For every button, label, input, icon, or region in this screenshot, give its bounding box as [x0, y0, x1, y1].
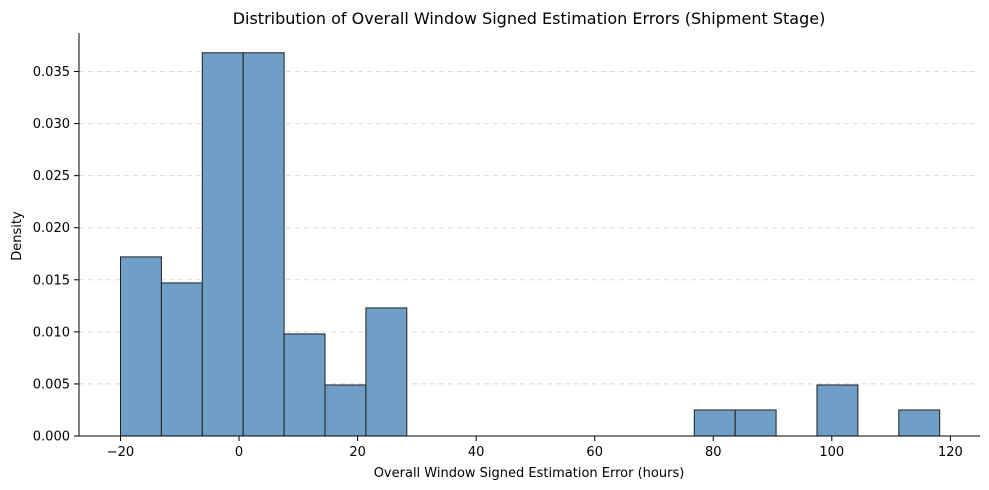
histogram-bar — [283, 333, 326, 437]
y-tick-label: 0.020 — [33, 221, 70, 236]
histogram-bar — [898, 409, 941, 437]
y-tick-label: 0.035 — [33, 65, 70, 80]
histogram-bar — [119, 256, 162, 437]
x-axis-ticks: −20 0 20 40 60 80 100 120 — [107, 436, 963, 460]
y-axis-label: Density — [10, 211, 25, 261]
x-axis-label: Overall Window Signed Estimation Error (… — [374, 466, 685, 481]
x-tick-label: 20 — [349, 445, 366, 460]
x-tick-label: 120 — [938, 445, 963, 460]
x-tick-label: −20 — [107, 445, 134, 460]
x-tick-label: 0 — [235, 445, 243, 460]
x-tick-label: 60 — [586, 445, 603, 460]
chart-title: Distribution of Overall Window Signed Es… — [233, 9, 826, 28]
axes — [78, 33, 980, 437]
y-tick-label: 0.015 — [33, 273, 70, 288]
histogram-bar — [816, 384, 859, 437]
x-tick-label: 80 — [705, 445, 722, 460]
grid-lines — [79, 71, 980, 385]
histogram-bar — [324, 384, 367, 437]
x-tick-label: 100 — [819, 445, 844, 460]
histogram-bar — [242, 52, 285, 437]
histogram-bar — [365, 307, 408, 437]
histogram-bar — [734, 409, 777, 437]
y-tick-label: 0.030 — [33, 117, 70, 132]
y-tick-label: 0.005 — [33, 377, 70, 392]
histogram-bar — [201, 52, 244, 437]
y-tick-label: 0.025 — [33, 169, 70, 184]
y-axis-ticks: 0.000 0.005 0.010 0.015 0.020 0.025 0.030 0.035 — [33, 65, 79, 445]
y-tick-label: 0.000 — [33, 430, 70, 445]
x-tick-label: 40 — [468, 445, 485, 460]
histogram-bars — [119, 52, 941, 437]
histogram-bar — [693, 409, 736, 437]
y-tick-label: 0.010 — [33, 325, 70, 340]
histogram-bar — [160, 282, 203, 437]
